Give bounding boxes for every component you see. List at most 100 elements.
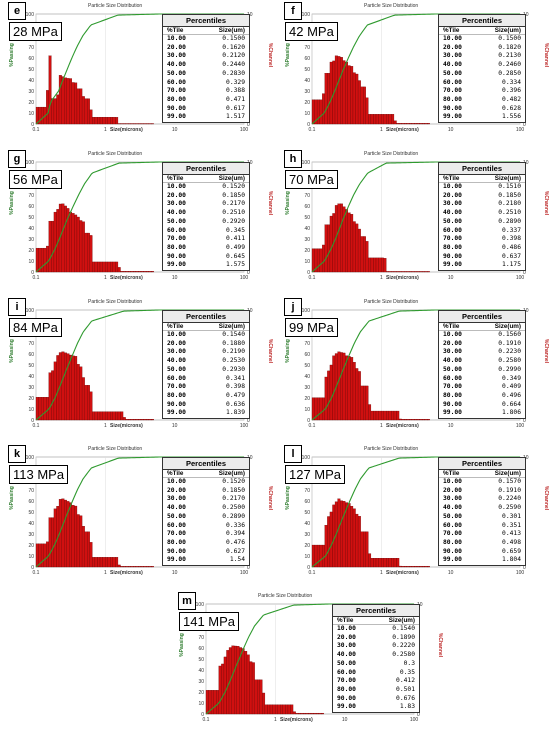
size-value: 0.501 [396, 686, 415, 695]
histogram-bar [151, 566, 154, 567]
histogram-bar [121, 271, 124, 272]
histogram-bar [44, 248, 47, 272]
size-value: 1.804 [502, 556, 521, 565]
table-column-header: %Tile [167, 27, 183, 34]
percentile-value: 40.00 [443, 504, 462, 513]
y-left-tick-label: 50 [304, 215, 310, 221]
percentile-value: 40.00 [167, 209, 186, 218]
percentile-value: 20.00 [443, 487, 462, 496]
x-tick-label: 0.1 [309, 127, 316, 133]
table-column-header: Size(um) [219, 323, 245, 330]
histogram-bar [394, 558, 397, 567]
histogram-bar [348, 503, 351, 567]
percentile-value: 60.00 [167, 522, 186, 531]
size-value: 0.2230 [498, 348, 521, 357]
y-left-tick-label: 70 [28, 193, 34, 199]
y-axis-label-right: %Channel [543, 486, 549, 510]
size-value: 0.471 [226, 96, 245, 105]
histogram-bar [97, 557, 100, 567]
histogram-bar [105, 117, 108, 124]
histogram-bar [368, 554, 371, 567]
histogram-bar [136, 419, 139, 420]
histogram-bar [138, 271, 141, 272]
histogram-bar [146, 271, 149, 272]
histogram-bar [146, 566, 149, 567]
histogram-bar [303, 713, 306, 714]
histogram-bar [51, 518, 54, 567]
size-value: 0.411 [226, 235, 245, 244]
histogram-bar [247, 655, 250, 714]
percentile-value: 20.00 [337, 634, 356, 643]
size-value: 0.1570 [498, 478, 521, 487]
histogram-bar [327, 371, 330, 420]
y-left-tick-label: 60 [198, 646, 204, 652]
histogram-bar [381, 411, 384, 420]
table-column-header: %Tile [167, 323, 183, 330]
y-axis-label-left: %Passing [179, 633, 185, 657]
y-left-tick-label: 60 [304, 352, 310, 358]
histogram-bar [361, 87, 364, 124]
histogram-bar [108, 412, 111, 420]
histogram-bar [85, 233, 88, 272]
histogram-bar [131, 271, 134, 272]
table-column-header: %Tile [443, 27, 459, 34]
histogram-bar [103, 117, 106, 124]
size-value: 0.1540 [222, 331, 245, 340]
percentile-value: 50.00 [443, 366, 462, 375]
histogram-bar [108, 117, 111, 124]
pressure-label: 28 MPa [9, 22, 62, 41]
histogram-bar [358, 229, 361, 272]
histogram-bar [49, 221, 52, 272]
histogram-bar [373, 411, 376, 420]
x-axis-label: Size(microns) [110, 127, 143, 133]
panel-letter: k [8, 445, 26, 463]
histogram-bar [376, 558, 379, 567]
y-left-tick-label: 0 [31, 270, 34, 276]
size-value: 0.664 [502, 401, 521, 410]
histogram-bar [350, 506, 353, 567]
histogram-bar [384, 114, 387, 124]
histogram-bar [56, 355, 59, 420]
histogram-bar [80, 220, 83, 272]
histogram-bar [115, 557, 118, 567]
histogram-bar [340, 501, 343, 567]
histogram-bar [317, 100, 320, 124]
y-axis-label-left: %Passing [9, 43, 15, 67]
histogram-bar [321, 713, 324, 714]
histogram-bar [399, 271, 402, 272]
y-left-tick-label: 30 [28, 89, 34, 95]
y-left-tick-label: 70 [28, 341, 34, 347]
histogram-bar [80, 516, 83, 567]
size-value: 1.517 [226, 113, 245, 122]
histogram-bar [110, 117, 113, 124]
histogram-bar [95, 412, 98, 420]
histogram-bar [325, 525, 328, 567]
histogram-bar [103, 412, 106, 420]
y-left-tick-label: 20 [28, 248, 34, 254]
size-value: 0.627 [226, 548, 245, 557]
histogram-bar [348, 356, 351, 420]
histogram-bar [373, 114, 376, 124]
percentile-value: 60.00 [443, 79, 462, 88]
pressure-label: 84 MPa [9, 318, 62, 337]
y-left-tick-label: 100 [302, 160, 311, 166]
size-value: 0.1880 [222, 340, 245, 349]
size-value: 0.1510 [498, 183, 521, 192]
x-tick-label: 10 [172, 423, 178, 429]
histogram-bar [113, 557, 116, 567]
y-left-tick-label: 0 [307, 122, 310, 128]
size-value: 0.476 [226, 539, 245, 548]
histogram-bar [85, 99, 88, 124]
percentile-value: 80.00 [443, 539, 462, 548]
y-left-tick-label: 30 [304, 385, 310, 391]
percentile-value: 20.00 [167, 340, 186, 349]
histogram-bar [366, 386, 369, 420]
